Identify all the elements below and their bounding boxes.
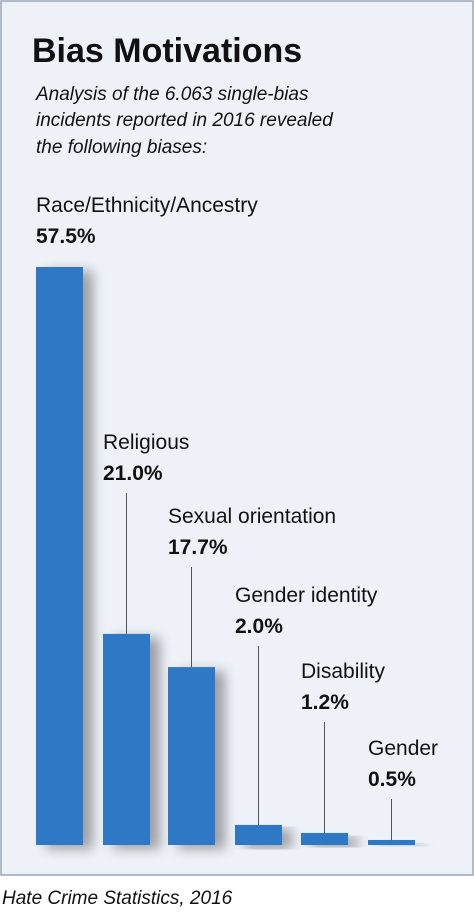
bar <box>368 839 415 845</box>
bar <box>36 267 83 845</box>
value-label: 2.0% <box>235 615 283 638</box>
value-label: 0.5% <box>368 768 416 791</box>
subtitle: Analysis of the 6.063 single-bias <box>35 84 309 105</box>
bar <box>235 824 282 845</box>
bar <box>301 832 348 845</box>
category-label: Disability <box>301 660 386 683</box>
bar <box>168 667 215 845</box>
bar <box>103 633 150 845</box>
subtitle: incidents reported in 2016 revealed <box>36 110 334 131</box>
subtitle: the following biases: <box>36 137 207 158</box>
value-label: 1.2% <box>301 691 349 714</box>
chart-title: Bias Motivations <box>32 32 302 70</box>
category-label: Race/Ethnicity/Ancestry <box>36 194 258 217</box>
source: Hate Crime Statistics, 2016 <box>2 888 233 909</box>
category-label: Religious <box>103 431 189 454</box>
value-label: 21.0% <box>103 462 163 485</box>
category-label: Sexual orientation <box>168 505 336 528</box>
value-label: 57.5% <box>36 225 96 248</box>
category-label: Gender <box>368 737 438 760</box>
value-label: 17.7% <box>168 536 228 559</box>
category-label: Gender identity <box>235 584 378 607</box>
